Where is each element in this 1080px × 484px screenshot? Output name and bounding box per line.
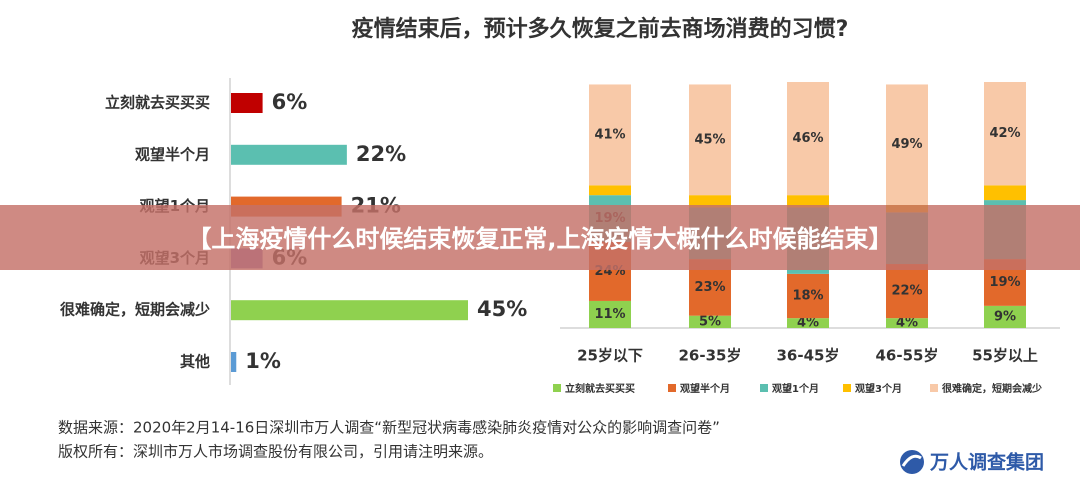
value-label: 19% xyxy=(989,275,1020,290)
legend-label: 观望3个月 xyxy=(855,382,902,395)
bar-segment xyxy=(689,195,731,208)
chart-title: 疫情结束后，预计多久恢复之前去商场消费的习惯? xyxy=(352,16,849,42)
value-label: 41% xyxy=(594,127,625,142)
bar-segment xyxy=(886,84,928,205)
banner-bg xyxy=(0,205,1080,270)
legend-swatch xyxy=(553,384,561,392)
category-label: 55岁以上 xyxy=(972,347,1038,365)
banner: 【上海疫情什么时候结束恢复正常,上海疫情大概什么时候能结束】 xyxy=(187,225,892,253)
legend-swatch xyxy=(668,384,676,392)
legend-label: 立刻就去买买买 xyxy=(565,382,635,395)
bar-segment xyxy=(984,82,1026,186)
value-label: 1% xyxy=(245,349,281,373)
logo: 万人调查集团 xyxy=(929,451,1044,474)
value-label: 45% xyxy=(694,132,725,147)
logo-icon xyxy=(901,454,922,467)
bar-segment xyxy=(589,185,631,196)
legend-swatch xyxy=(843,384,851,392)
legend-label: 观望半个月 xyxy=(680,382,730,395)
logo-icon xyxy=(900,450,924,474)
value-label: 6% xyxy=(272,90,308,114)
legend-swatch xyxy=(760,384,768,392)
source: 数据来源：2020年2月14-16日深圳市万人调查“新型冠状病毒感染肺炎疫情对公… xyxy=(58,419,720,437)
category-label: 25岁以下 xyxy=(577,347,643,365)
bar xyxy=(231,352,237,372)
bar-segment xyxy=(689,84,731,196)
value-label: 46% xyxy=(792,131,823,146)
bar-segment xyxy=(689,315,731,328)
bar-segment xyxy=(589,84,631,186)
value-label: 4% xyxy=(797,316,819,331)
bar-segment xyxy=(787,318,829,328)
category-label: 其他 xyxy=(180,353,210,371)
bar-segment xyxy=(984,305,1026,328)
source: 版权所有：深圳市万人市场调查股份有限公司，引用请注明来源。 xyxy=(58,443,493,461)
value-label: 5% xyxy=(699,314,721,329)
value-label: 11% xyxy=(594,307,625,322)
legend-label: 很难确定，短期会减少 xyxy=(941,382,1042,395)
legend-swatch xyxy=(930,384,938,392)
value-label: 23% xyxy=(694,280,725,295)
category-label: 46-55岁 xyxy=(876,347,939,365)
bar-segment xyxy=(787,195,829,208)
value-label: 49% xyxy=(891,137,922,152)
bar-segment xyxy=(886,318,928,328)
value-label: 22% xyxy=(356,142,406,166)
bar xyxy=(231,300,468,321)
value-label: 18% xyxy=(792,289,823,304)
bar-segment xyxy=(589,300,631,328)
bar xyxy=(231,144,347,165)
category-label: 很难确定，短期会减少 xyxy=(59,301,210,319)
bar-segment xyxy=(886,264,928,319)
value-label: 22% xyxy=(891,284,922,299)
value-label: 42% xyxy=(989,126,1020,141)
bar-segment xyxy=(984,185,1026,201)
value-label: 9% xyxy=(994,309,1016,324)
legend-label: 观望1个月 xyxy=(772,382,819,395)
bar xyxy=(231,93,263,113)
bar-segment xyxy=(787,82,829,196)
category-label: 观望半个月 xyxy=(135,145,210,163)
bar-segment xyxy=(787,273,829,319)
value-label: 4% xyxy=(896,316,918,331)
category-label: 26-35岁 xyxy=(679,347,742,365)
category-label: 36-45岁 xyxy=(777,347,840,365)
value-label: 45% xyxy=(477,297,527,321)
category-label: 立刻就去买买买 xyxy=(105,94,210,112)
